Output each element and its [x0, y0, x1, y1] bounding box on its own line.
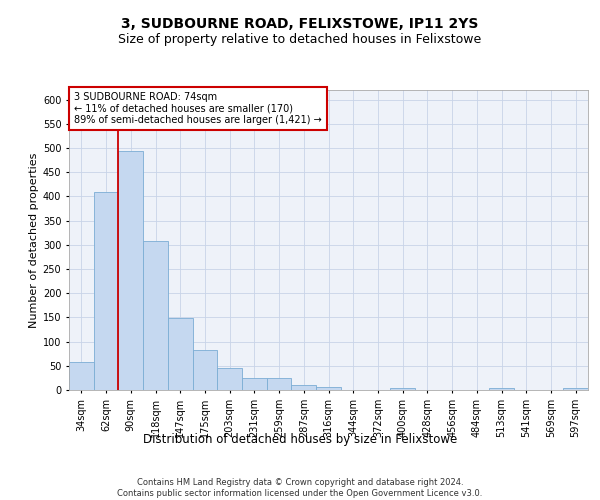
Text: 3, SUDBOURNE ROAD, FELIXSTOWE, IP11 2YS: 3, SUDBOURNE ROAD, FELIXSTOWE, IP11 2YS [121, 18, 479, 32]
Y-axis label: Number of detached properties: Number of detached properties [29, 152, 38, 328]
Bar [390, 388, 415, 390]
Text: Contains HM Land Registry data © Crown copyright and database right 2024.
Contai: Contains HM Land Registry data © Crown c… [118, 478, 482, 498]
Bar [242, 378, 267, 390]
Bar [193, 350, 217, 390]
Bar [217, 368, 242, 390]
Bar [69, 362, 94, 390]
Bar [143, 242, 168, 390]
Text: Size of property relative to detached houses in Felixstowe: Size of property relative to detached ho… [118, 32, 482, 46]
Bar [94, 192, 118, 390]
Bar [316, 386, 341, 390]
Bar [267, 378, 292, 390]
Text: Distribution of detached houses by size in Felixstowe: Distribution of detached houses by size … [143, 432, 457, 446]
Bar [168, 318, 193, 390]
Bar [489, 388, 514, 390]
Text: 3 SUDBOURNE ROAD: 74sqm
← 11% of detached houses are smaller (170)
89% of semi-d: 3 SUDBOURNE ROAD: 74sqm ← 11% of detache… [74, 92, 322, 124]
Bar [563, 388, 588, 390]
Bar [118, 152, 143, 390]
Bar [292, 385, 316, 390]
